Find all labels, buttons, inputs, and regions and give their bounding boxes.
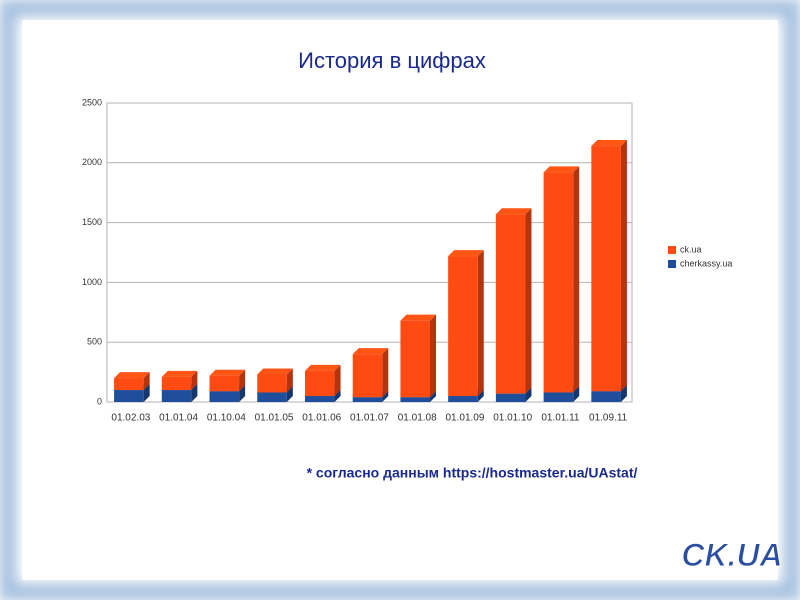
bar-side xyxy=(620,385,627,402)
bar-side xyxy=(477,390,484,402)
bar-side xyxy=(286,386,293,402)
bar-side xyxy=(191,370,198,391)
bar-top xyxy=(114,372,150,379)
y-tick-label: 500 xyxy=(87,337,102,347)
bar-top xyxy=(304,364,341,371)
x-tick-label: 01.01.10 xyxy=(493,413,532,424)
bar-top xyxy=(209,369,246,376)
bar xyxy=(448,396,478,402)
bar xyxy=(591,146,621,392)
bar-side xyxy=(620,140,627,392)
bar-side xyxy=(239,385,246,402)
y-tick-label: 2000 xyxy=(82,157,102,167)
bar-top xyxy=(257,368,293,375)
x-tick-label: 01.10.04 xyxy=(207,413,246,424)
bar-side xyxy=(382,348,389,398)
source-note: * согласно данным https://hostmaster.ua/… xyxy=(307,465,638,481)
x-tick-label: 01.02.03 xyxy=(111,413,150,424)
bar xyxy=(495,393,526,402)
bar xyxy=(304,396,335,402)
bar xyxy=(161,376,192,391)
legend-swatch xyxy=(668,246,676,254)
bar-side xyxy=(525,387,532,402)
bar xyxy=(209,375,240,392)
bar-side xyxy=(143,384,150,402)
logo: CK.UA xyxy=(681,537,782,573)
bar-top xyxy=(543,166,580,173)
bar xyxy=(209,391,240,402)
bar-side xyxy=(525,208,532,394)
x-tick-label: 01.09.11 xyxy=(589,413,628,424)
bar xyxy=(591,391,621,402)
bar-side xyxy=(573,386,580,402)
bar xyxy=(400,320,431,398)
x-tick-label: 01.01.07 xyxy=(350,413,389,424)
bar xyxy=(448,256,478,397)
bar-side xyxy=(143,372,150,391)
bar xyxy=(257,392,287,402)
x-tick-label: 01.01.04 xyxy=(159,413,198,424)
x-tick-label: 01.01.06 xyxy=(302,413,341,424)
legend-swatch xyxy=(668,260,676,268)
x-tick-label: 01.01.05 xyxy=(255,413,294,424)
bar xyxy=(257,374,287,393)
bar xyxy=(114,390,144,402)
bar-side xyxy=(477,250,484,397)
x-tick-label: 01.01.11 xyxy=(541,413,580,424)
bar xyxy=(543,392,574,402)
bar xyxy=(352,354,383,398)
y-tick-label: 0 xyxy=(97,396,102,406)
x-tick-label: 01.01.09 xyxy=(445,413,484,424)
bar-side xyxy=(334,364,341,397)
bar xyxy=(495,214,526,394)
bar-top xyxy=(352,348,389,355)
bar-side xyxy=(430,391,437,402)
bar xyxy=(114,378,144,391)
bar-side xyxy=(382,391,389,402)
bar-side xyxy=(430,314,437,398)
y-tick-label: 2500 xyxy=(82,97,102,107)
y-tick-label: 1000 xyxy=(82,277,102,287)
bar-top xyxy=(161,370,198,377)
legend-label: cherkassy.ua xyxy=(680,258,732,268)
bar-side xyxy=(573,166,580,393)
bar xyxy=(304,370,335,397)
x-tick-label: 01.01.08 xyxy=(398,413,437,424)
legend-label: ck.ua xyxy=(680,244,702,254)
bar-top xyxy=(591,140,627,147)
bar xyxy=(161,390,192,402)
y-tick-label: 1500 xyxy=(82,217,102,227)
chart-title: История в цифрах xyxy=(298,48,486,73)
bar-side xyxy=(191,384,198,402)
bar-side xyxy=(334,390,341,402)
bar-side xyxy=(286,368,293,393)
bar xyxy=(543,172,574,393)
bar-top xyxy=(448,250,484,257)
bar-top xyxy=(400,314,437,321)
bar-top xyxy=(495,208,532,215)
bar xyxy=(352,397,383,402)
bar xyxy=(400,397,431,402)
bar-side xyxy=(239,369,246,392)
